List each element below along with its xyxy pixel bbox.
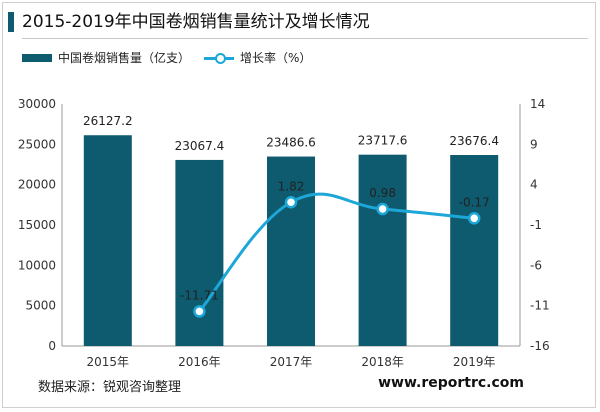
y-right-tick-label: -16: [530, 339, 550, 353]
growth-rate-point: [376, 202, 389, 216]
growth-rate-point: [467, 212, 481, 225]
bar: [175, 159, 224, 346]
chart-title: 2015-2019年中国卷烟销售量统计及增长情况: [22, 12, 370, 32]
title-row: 2015-2019年中国卷烟销售量统计及增长情况: [8, 6, 588, 39]
y-right-tick-label: -1: [530, 218, 542, 232]
bar: [267, 156, 315, 346]
y-left-tick-label: 25000: [18, 137, 56, 151]
legend-marker-icon: [215, 53, 226, 64]
y-right-tick-label: 9: [530, 137, 538, 151]
growth-rate-label: -0.17: [459, 195, 490, 209]
x-tick-label: 2016年: [178, 355, 221, 369]
title-accent-bar: [8, 12, 14, 32]
growth-rate-point: [284, 196, 298, 209]
y-left-tick-label: 5000: [25, 299, 56, 313]
bar-value-label: 26127.2: [83, 114, 133, 128]
y-right-tick-label: -6: [530, 258, 542, 272]
x-tick-label: 2019年: [453, 355, 496, 369]
x-tick-label: 2015年: [87, 355, 130, 369]
x-tick-label: 2018年: [361, 355, 404, 369]
title-divider: [22, 38, 588, 39]
bar: [450, 155, 499, 346]
source-website: www.reportrc.com: [378, 375, 524, 391]
bar: [83, 135, 132, 346]
bar-value-label: 23717.6: [358, 134, 408, 148]
y-left-tick-label: 20000: [18, 178, 56, 192]
bar-value-label: 23486.6: [266, 136, 316, 150]
y-right-tick-label: 4: [530, 178, 538, 192]
y-left-tick-label: 30000: [18, 97, 56, 111]
x-tick-label: 2017年: [270, 355, 313, 369]
data-source-note: 数据来源：锐观咨询整理: [38, 380, 182, 395]
bar: [358, 154, 407, 346]
growth-rate-label: 1.82: [278, 179, 305, 193]
y-right-tick-label: 14: [530, 97, 545, 111]
y-left-tick-label: 15000: [18, 218, 56, 232]
y-right-tick-label: -11: [530, 299, 550, 313]
y-left-tick-label: 10000: [18, 258, 56, 272]
growth-rate-point: [193, 305, 206, 318]
legend-swatch-bar: [22, 54, 52, 62]
bar-value-label: 23676.4: [449, 134, 499, 148]
legend-label-growth: 增长率（%）: [240, 51, 312, 65]
growth-rate-label: -11.71: [180, 288, 219, 302]
growth-rate-label: 0.98: [369, 186, 396, 200]
legend-label-sales: 中国卷烟销售量（亿支）: [58, 51, 191, 65]
growth-rate-line: [198, 192, 475, 313]
bar-value-label: 23067.4: [175, 139, 225, 153]
y-left-tick-label: 0: [48, 339, 56, 353]
